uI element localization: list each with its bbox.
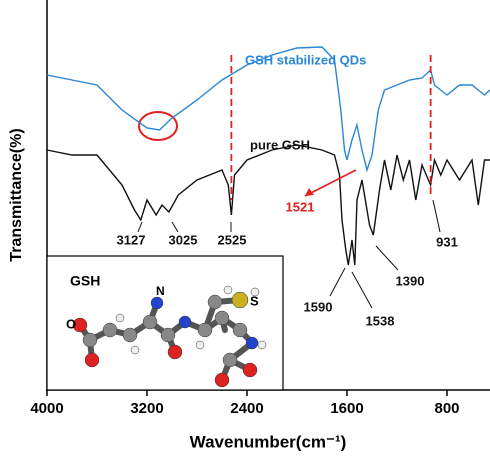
inset-title: GSH: [70, 273, 100, 289]
peak-label: 3127: [117, 232, 146, 247]
peak-label: 1521: [286, 199, 315, 214]
series-label: GSH stabilized QDs: [245, 52, 366, 67]
inset: GSH N S O: [47, 256, 283, 390]
leader-line: [172, 222, 178, 232]
peak-label: 1590: [304, 299, 333, 314]
atom-label: S: [250, 293, 259, 308]
x-axis-label: Wavenumber(cm⁻¹): [190, 432, 347, 451]
leader-line: [138, 222, 142, 232]
x-tick-label: 4000: [30, 400, 63, 417]
leader-line: [352, 272, 372, 308]
atom-label: O: [66, 316, 76, 331]
series-line: [47, 145, 490, 265]
peak-label: 931: [436, 234, 458, 249]
chart: 4000 3200 2400 1600 800 GSH stabilized QDs pur…: [0, 0, 490, 459]
leader-line: [330, 268, 345, 296]
leader-line: [433, 200, 440, 232]
x-tick-label: 2400: [230, 400, 263, 417]
peak-label: 1390: [396, 273, 425, 288]
peak-label: 3025: [169, 232, 198, 247]
series-label: pure GSH: [250, 137, 310, 152]
leader-line: [305, 170, 356, 196]
leader-line: [376, 246, 398, 270]
y-axis-label: Transmittance(%): [8, 128, 25, 261]
x-tick-label: 800: [434, 400, 459, 417]
peak-label: 2525: [218, 232, 247, 247]
x-tick-label: 1600: [330, 400, 363, 417]
atom-label: N: [156, 284, 165, 298]
x-tick-label: 3200: [130, 400, 163, 417]
peak-label: 1538: [366, 313, 395, 328]
